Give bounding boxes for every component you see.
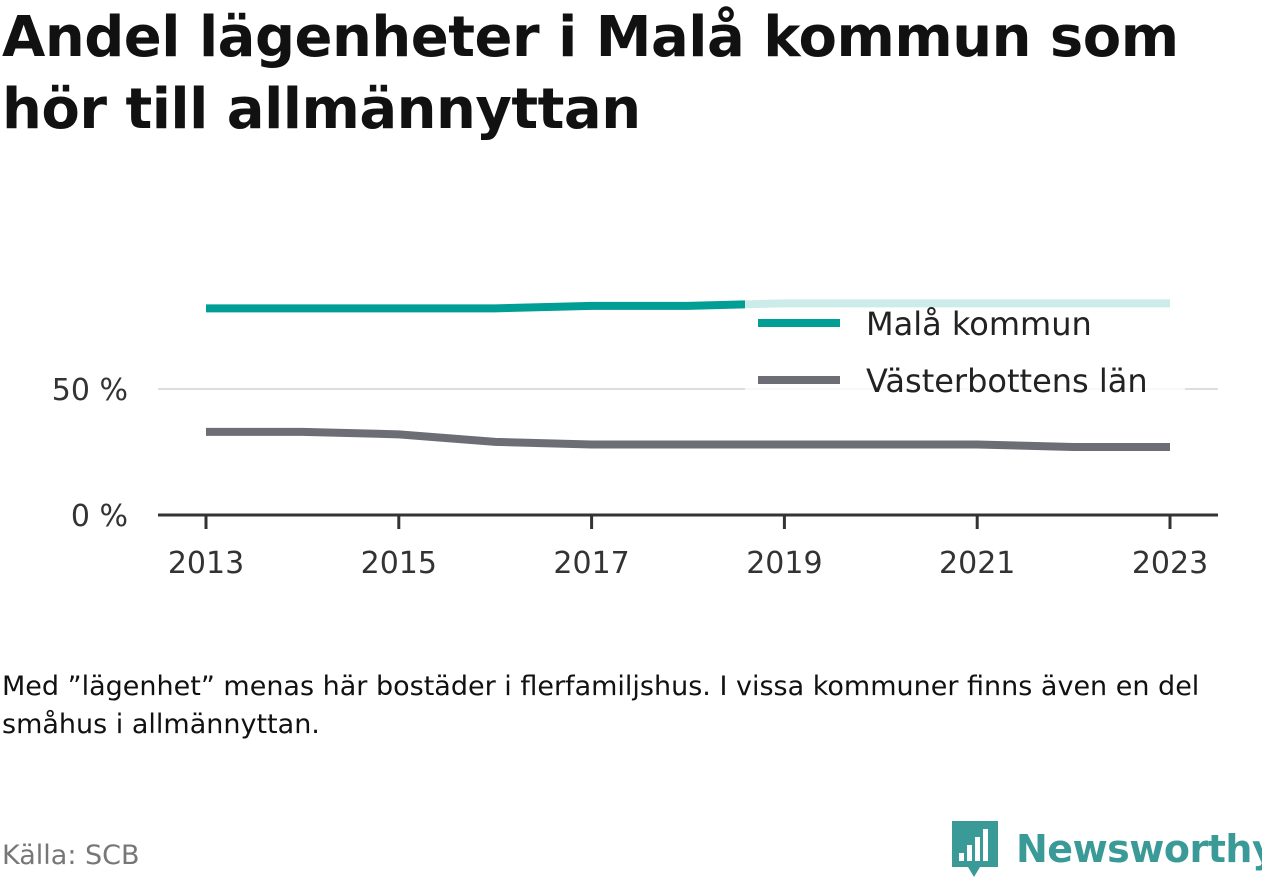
x-tick-label: 2013 <box>168 546 244 581</box>
series-line <box>206 427 1170 451</box>
chart-note: Med ”lägenhet” menas här bostäder i fler… <box>2 671 1200 740</box>
x-tick-label: 2021 <box>939 546 1015 581</box>
y-tick-label: 0 % <box>71 499 128 534</box>
x-tick-label: 2015 <box>361 546 437 581</box>
x-tick-label: 2023 <box>1132 546 1208 581</box>
brand-logo: Newsworthy <box>950 818 1262 880</box>
bar-chart-speech-bubble-icon <box>952 821 998 877</box>
source-label: Källa: SCB <box>2 840 140 871</box>
legend-background <box>745 292 1185 408</box>
brand-name: Newsworthy <box>1016 827 1262 871</box>
legend: Malå kommun Västerbottens län <box>745 292 1185 408</box>
chart-title: Andel lägenheter i Malå kommun som hör t… <box>2 5 1179 142</box>
legend-label: Västerbottens län <box>866 362 1148 400</box>
x-axis: 2013 2015 2017 2019 2021 2023 <box>158 513 1218 581</box>
x-tick-label: 2017 <box>553 546 629 581</box>
y-tick-label: 50 % <box>52 373 128 408</box>
legend-label: Malå kommun <box>866 305 1092 343</box>
x-tick-label: 2019 <box>746 546 822 581</box>
